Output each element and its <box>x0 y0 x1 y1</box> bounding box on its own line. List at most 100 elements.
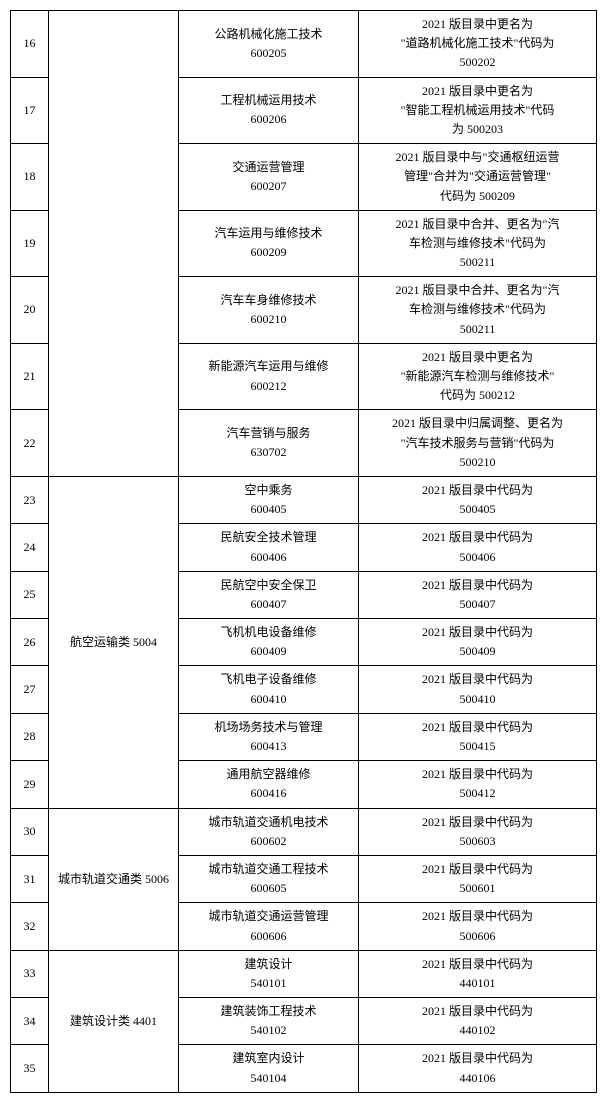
note-cell: 2021 版目录中代码为500601 <box>359 855 597 902</box>
note-line: 500211 <box>361 320 594 339</box>
name-cell: 交通运营管理600207 <box>179 144 359 211</box>
note-line: 管理"合并为"交通运营管理" <box>361 167 594 186</box>
name-cell: 城市轨道交通机电技术600602 <box>179 808 359 855</box>
name-cell: 飞机电子设备维修600410 <box>179 666 359 713</box>
note-line: 2021 版目录中代码为 <box>361 860 594 879</box>
name-cell: 工程机械运用技术600206 <box>179 77 359 144</box>
name-cell: 民航空中安全保卫600407 <box>179 571 359 618</box>
category-cell: 航空运输类 5004 <box>49 476 179 808</box>
name-line: 公路机械化施工技术 <box>181 25 356 44</box>
name-cell: 公路机械化施工技术600205 <box>179 11 359 78</box>
table-row: 16公路机械化施工技术6002052021 版目录中更名为"道路机械化施工技术"… <box>11 11 597 78</box>
note-line: 2021 版目录中代码为 <box>361 481 594 500</box>
name-cell: 汽车营销与服务630702 <box>179 410 359 477</box>
row-number: 28 <box>11 713 49 760</box>
name-line: 建筑室内设计 <box>181 1049 356 1068</box>
note-line: 2021 版目录中合并、更名为"汽 <box>361 281 594 300</box>
name-code: 540104 <box>181 1069 356 1088</box>
name-line: 工程机械运用技术 <box>181 91 356 110</box>
name-code: 600212 <box>181 377 356 396</box>
note-cell: 2021 版目录中代码为500415 <box>359 713 597 760</box>
note-cell: 2021 版目录中代码为440101 <box>359 950 597 997</box>
note-line: 2021 版目录中代码为 <box>361 718 594 737</box>
name-code: 600606 <box>181 927 356 946</box>
note-line: 500407 <box>361 595 594 614</box>
row-number: 19 <box>11 210 49 277</box>
name-cell: 飞机机电设备维修600409 <box>179 619 359 666</box>
name-code: 600416 <box>181 784 356 803</box>
note-line: 500601 <box>361 879 594 898</box>
row-number: 35 <box>11 1045 49 1092</box>
name-cell: 空中乘务600405 <box>179 476 359 523</box>
name-code: 600602 <box>181 832 356 851</box>
row-number: 24 <box>11 524 49 571</box>
name-code: 600206 <box>181 110 356 129</box>
note-cell: 2021 版目录中代码为440106 <box>359 1045 597 1092</box>
note-line: 440102 <box>361 1021 594 1040</box>
note-line: 2021 版目录中代码为 <box>361 623 594 642</box>
category-cell <box>49 11 179 477</box>
note-line: 车检测与维修技术"代码为 <box>361 234 594 253</box>
note-line: 代码为 500212 <box>361 386 594 405</box>
name-code: 540102 <box>181 1021 356 1040</box>
name-cell: 建筑装饰工程技术540102 <box>179 998 359 1045</box>
note-line: "汽车技术服务与营销"代码为 <box>361 434 594 453</box>
note-line: 2021 版目录中更名为 <box>361 15 594 34</box>
name-line: 民航空中安全保卫 <box>181 576 356 595</box>
name-cell: 机场场务技术与管理600413 <box>179 713 359 760</box>
name-cell: 汽车车身维修技术600210 <box>179 277 359 344</box>
name-line: 城市轨道交通运营管理 <box>181 907 356 926</box>
note-line: 2021 版目录中代码为 <box>361 765 594 784</box>
note-cell: 2021 版目录中与"交通枢纽运营管理"合并为"交通运营管理"代码为 50020… <box>359 144 597 211</box>
row-number: 32 <box>11 903 49 950</box>
note-line: "新能源汽车检测与维修技术" <box>361 367 594 386</box>
name-code: 600406 <box>181 548 356 567</box>
note-cell: 2021 版目录中代码为500405 <box>359 476 597 523</box>
name-code: 600407 <box>181 595 356 614</box>
note-line: "道路机械化施工技术"代码为 <box>361 34 594 53</box>
note-line: 2021 版目录中与"交通枢纽运营 <box>361 148 594 167</box>
note-line: 500210 <box>361 453 594 472</box>
name-cell: 通用航空器维修600416 <box>179 761 359 808</box>
note-line: 2021 版目录中代码为 <box>361 1002 594 1021</box>
note-line: "智能工程机械运用技术"代码 <box>361 101 594 120</box>
row-number: 27 <box>11 666 49 713</box>
note-cell: 2021 版目录中更名为"智能工程机械运用技术"代码为 500203 <box>359 77 597 144</box>
note-line: 2021 版目录中代码为 <box>361 576 594 595</box>
note-line: 500415 <box>361 737 594 756</box>
name-line: 民航安全技术管理 <box>181 528 356 547</box>
note-line: 500406 <box>361 548 594 567</box>
name-code: 600210 <box>181 310 356 329</box>
name-line: 机场场务技术与管理 <box>181 718 356 737</box>
name-line: 城市轨道交通工程技术 <box>181 860 356 879</box>
row-number: 29 <box>11 761 49 808</box>
name-line: 新能源汽车运用与维修 <box>181 357 356 376</box>
table-row: 23航空运输类 5004空中乘务6004052021 版目录中代码为500405 <box>11 476 597 523</box>
name-line: 汽车运用与维修技术 <box>181 224 356 243</box>
name-code: 600413 <box>181 737 356 756</box>
name-line: 城市轨道交通机电技术 <box>181 813 356 832</box>
row-number: 20 <box>11 277 49 344</box>
note-line: 500412 <box>361 784 594 803</box>
row-number: 33 <box>11 950 49 997</box>
name-code: 600207 <box>181 177 356 196</box>
note-line: 2021 版目录中归属调整、更名为 <box>361 414 594 433</box>
name-cell: 民航安全技术管理600406 <box>179 524 359 571</box>
name-line: 汽车车身维修技术 <box>181 291 356 310</box>
note-line: 车检测与维修技术"代码为 <box>361 300 594 319</box>
note-cell: 2021 版目录中合并、更名为"汽车检测与维修技术"代码为500211 <box>359 277 597 344</box>
row-number: 21 <box>11 343 49 410</box>
note-line: 2021 版目录中更名为 <box>361 348 594 367</box>
row-number: 23 <box>11 476 49 523</box>
row-number: 17 <box>11 77 49 144</box>
note-line: 500405 <box>361 500 594 519</box>
row-number: 34 <box>11 998 49 1045</box>
name-code: 630702 <box>181 443 356 462</box>
note-line: 500202 <box>361 53 594 72</box>
name-line: 建筑设计 <box>181 955 356 974</box>
name-code: 540101 <box>181 974 356 993</box>
row-number: 18 <box>11 144 49 211</box>
note-line: 500409 <box>361 642 594 661</box>
note-cell: 2021 版目录中代码为440102 <box>359 998 597 1045</box>
name-cell: 建筑室内设计540104 <box>179 1045 359 1092</box>
